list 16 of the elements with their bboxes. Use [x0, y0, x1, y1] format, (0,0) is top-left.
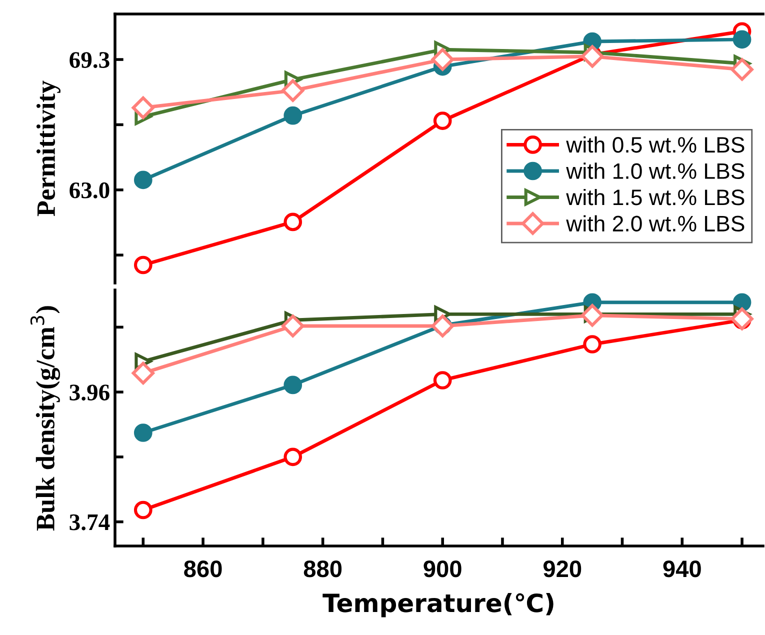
y-tick-label: 63.0: [70, 182, 110, 198]
legend-label: with 1.0 wt.% LBS: [566, 162, 744, 179]
x-tick-label: 920: [543, 560, 582, 578]
legend-label: with 0.5 wt.% LBS: [566, 136, 744, 153]
y-tick-label: 3.96: [70, 384, 110, 401]
x-tick-label: 900: [424, 560, 462, 578]
legend-label: with 1.5 wt.% LBS: [566, 188, 744, 206]
x-axis-title: Temperature(℃): [322, 593, 554, 618]
x-tick-label: 880: [304, 560, 342, 578]
legend-label: with 2.0 wt.% LBS: [566, 215, 744, 232]
y-tick-label: 3.74: [70, 514, 110, 530]
x-tick-label: 940: [663, 560, 701, 578]
y-axis-title: Permittivity: [36, 80, 60, 216]
x-tick-label: 860: [184, 560, 222, 578]
y-tick-label: 69.3: [70, 52, 110, 68]
y-axis-title: Bulk density(g/cm$^{3}$): [30, 306, 60, 531]
